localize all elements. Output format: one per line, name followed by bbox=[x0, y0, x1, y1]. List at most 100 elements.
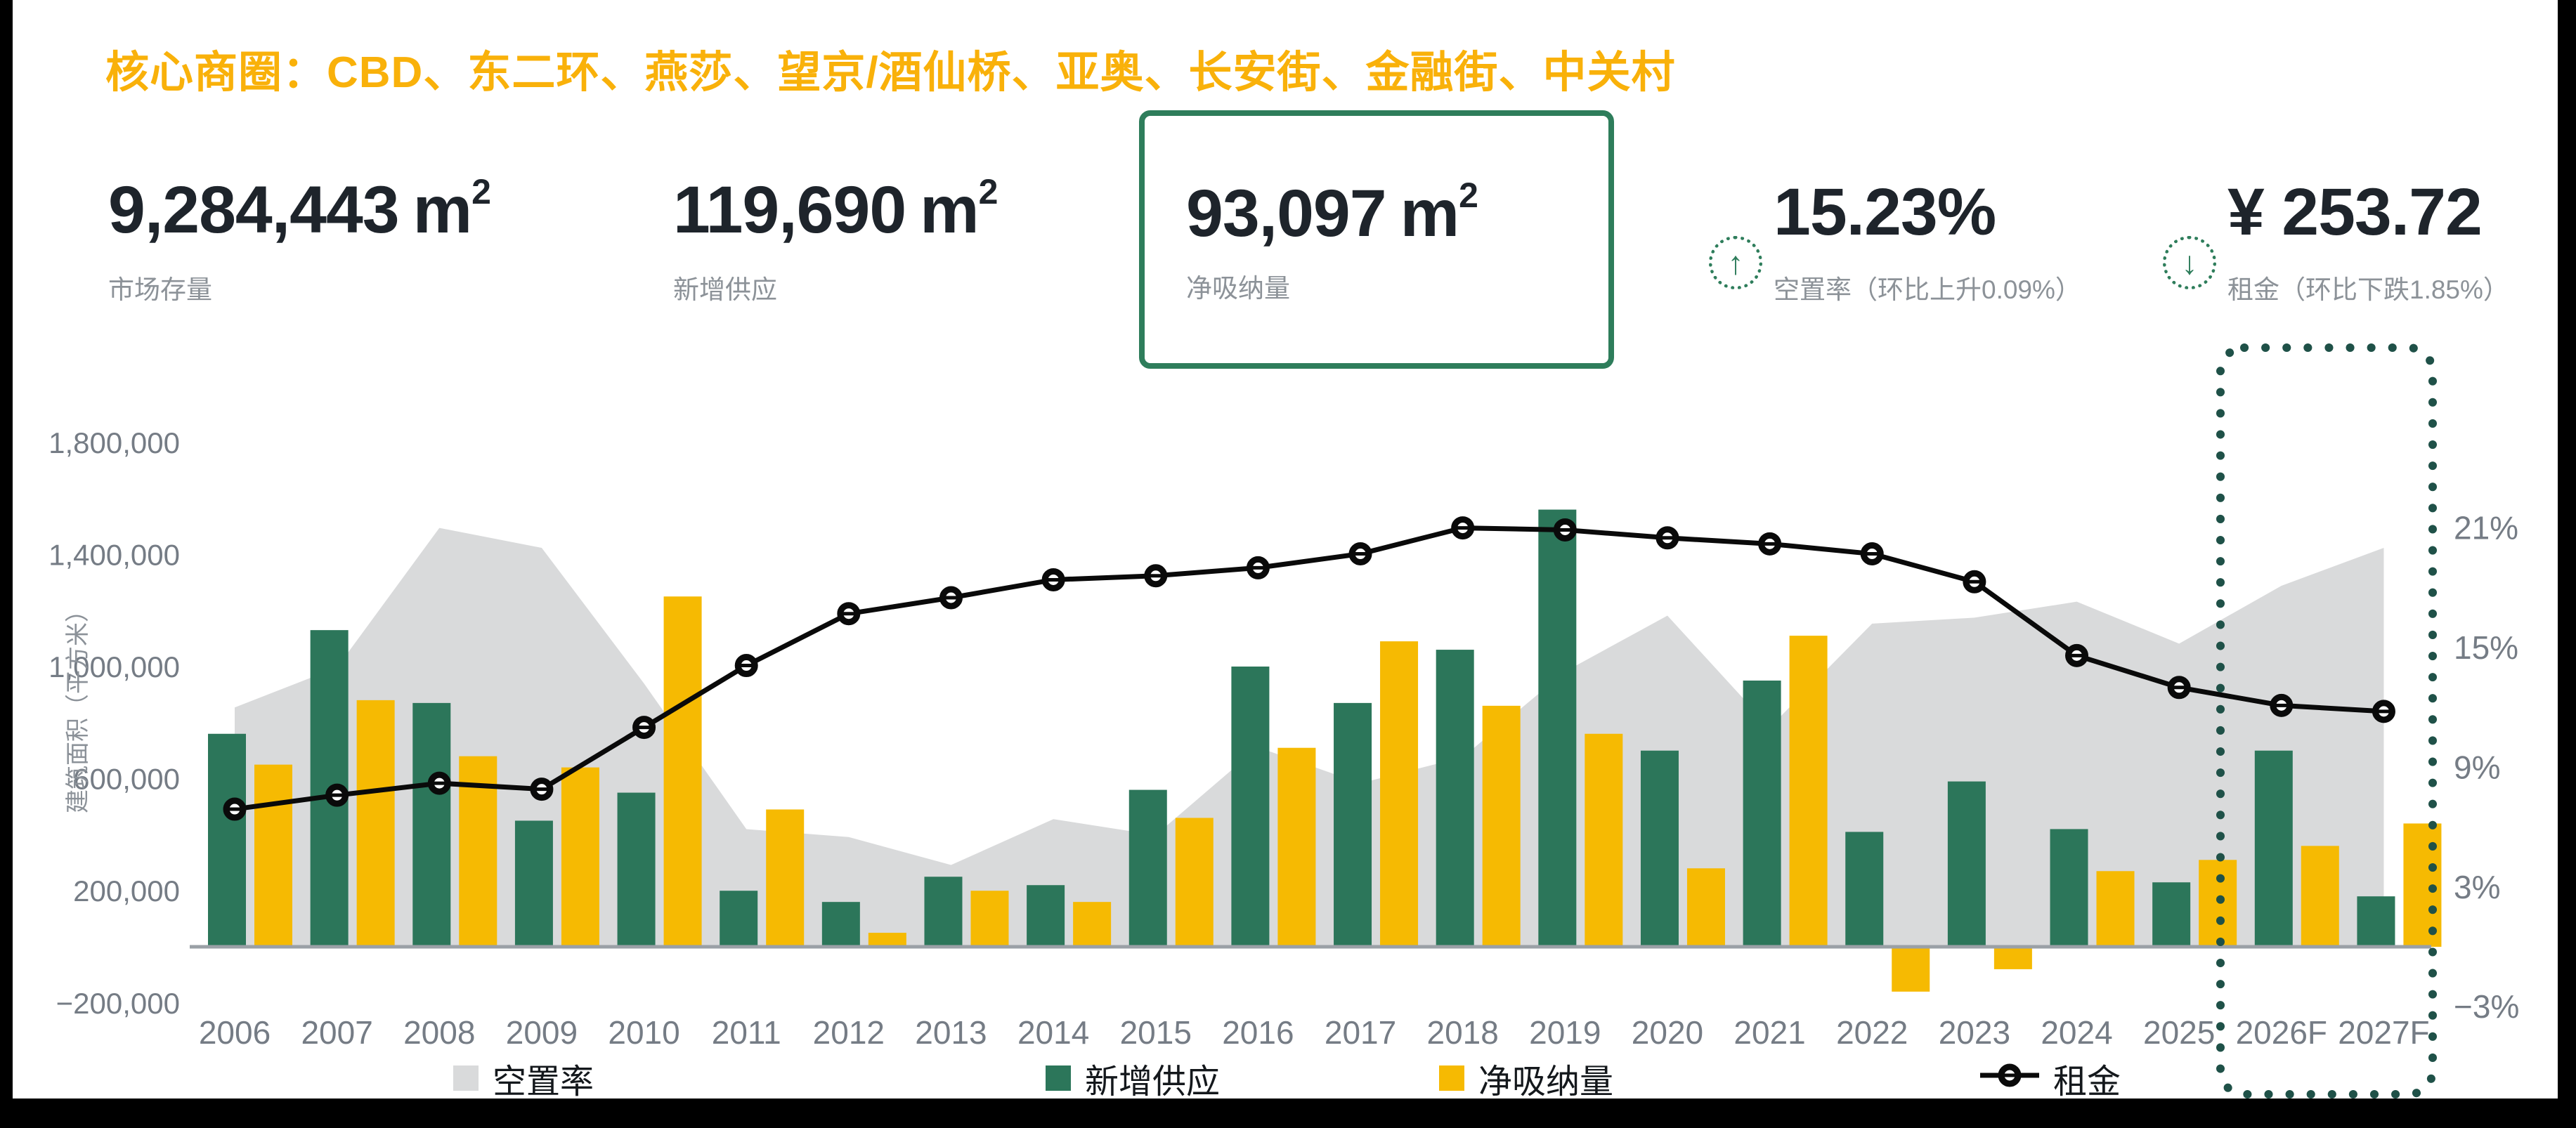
x-axis-label-2019: 2019 bbox=[1529, 1014, 1601, 1051]
bar-new-supply-2026F bbox=[2254, 750, 2293, 947]
x-axis-label-2017: 2017 bbox=[1325, 1014, 1396, 1051]
kpi-net-absorption-value: 93,097 m2 bbox=[1186, 176, 1478, 251]
right-axis-tick: 3% bbox=[2454, 869, 2500, 905]
bar-new-supply-2016 bbox=[1231, 667, 1270, 947]
bar-net-absorption-2006 bbox=[254, 764, 292, 947]
bar-net-absorption-2025 bbox=[2199, 860, 2237, 947]
bar-new-supply-2018 bbox=[1436, 650, 1474, 947]
bar-new-supply-2010 bbox=[617, 792, 656, 947]
bar-new-supply-2022 bbox=[1845, 832, 1884, 947]
left-axis-tick: 1,800,000 bbox=[48, 426, 180, 459]
x-axis-label-2008: 2008 bbox=[403, 1014, 475, 1051]
forecast-dotted-box bbox=[2216, 343, 2437, 1099]
bar-net-absorption-2015 bbox=[1175, 818, 1214, 947]
left-axis-title: 建筑面积（平方米） bbox=[65, 598, 91, 813]
arrow-down-circle-icon: ↓ bbox=[2163, 236, 2216, 289]
bar-net-absorption-2013 bbox=[970, 891, 1009, 947]
x-axis-label-2009: 2009 bbox=[506, 1014, 578, 1051]
bar-net-absorption-2012 bbox=[868, 933, 906, 947]
x-axis-label-2006: 2006 bbox=[199, 1014, 271, 1051]
right-axis-tick: 21% bbox=[2454, 510, 2518, 546]
bar-net-absorption-2021 bbox=[1789, 636, 1828, 947]
kpi-new-supply-value: 119,690 m2 bbox=[673, 172, 998, 247]
x-axis-label-2022: 2022 bbox=[1836, 1014, 1908, 1051]
kpi-rent-value: ¥ 253.72 bbox=[2227, 175, 2483, 249]
legend-item-net-absorption: 净吸纳量 bbox=[1439, 1054, 1613, 1103]
bar-new-supply-2027F bbox=[2357, 896, 2395, 947]
kpi-market-stock-value: 9,284,443 m2 bbox=[108, 172, 491, 247]
x-axis-label-2013: 2013 bbox=[915, 1014, 987, 1051]
kpi-net-absorption-box bbox=[1139, 110, 1614, 369]
x-axis-label-2027F: 2027F bbox=[2338, 1014, 2429, 1051]
bar-new-supply-2015 bbox=[1128, 789, 1167, 947]
bar-new-supply-2008 bbox=[412, 702, 451, 947]
x-axis-label-2007: 2007 bbox=[301, 1014, 372, 1051]
legend-item-rent: 租金 bbox=[1980, 1054, 2121, 1103]
left-axis-tick: −200,000 bbox=[56, 987, 180, 1020]
x-axis-label-2016: 2016 bbox=[1222, 1014, 1294, 1051]
x-axis-label-2018: 2018 bbox=[1427, 1014, 1499, 1051]
bar-net-absorption-2011 bbox=[766, 809, 805, 947]
x-axis-label-2010: 2010 bbox=[608, 1014, 679, 1051]
x-axis-label-2020: 2020 bbox=[1632, 1014, 1703, 1051]
bar-net-absorption-2007 bbox=[356, 700, 395, 947]
x-axis-label-2011: 2011 bbox=[712, 1014, 781, 1051]
bar-net-absorption-2026F bbox=[2301, 846, 2339, 947]
kpi-market-stock-label: 市场存量 bbox=[108, 275, 212, 304]
x-axis-label-2023: 2023 bbox=[1939, 1014, 2010, 1051]
bar-net-absorption-2009 bbox=[561, 767, 599, 947]
right-axis-tick: −3% bbox=[2454, 988, 2519, 1025]
bar-net-absorption-2023 bbox=[1993, 947, 2032, 969]
rent-line bbox=[234, 525, 2384, 812]
x-axis-label-2021: 2021 bbox=[1733, 1014, 1805, 1051]
legend-label: 净吸纳量 bbox=[1478, 1063, 1614, 1101]
left-axis-tick: 600,000 bbox=[73, 763, 180, 796]
left-axis-tick: 1,000,000 bbox=[48, 650, 180, 683]
vacancy-swatch-icon bbox=[453, 1065, 479, 1091]
legend-item-vacancy: 空置率 bbox=[453, 1054, 594, 1103]
rent-line-marker-icon bbox=[1980, 1059, 2039, 1098]
new-supply-swatch-icon bbox=[1046, 1065, 1071, 1091]
x-axis-label-2015: 2015 bbox=[1120, 1014, 1192, 1051]
bar-new-supply-2023 bbox=[1947, 781, 1986, 947]
kpi-vacancy-value: 15.23% bbox=[1774, 175, 1996, 249]
bar-net-absorption-2010 bbox=[663, 596, 702, 947]
bar-new-supply-2025 bbox=[2152, 882, 2191, 947]
right-axis-tick: 9% bbox=[2454, 749, 2500, 785]
net-absorption-swatch-icon bbox=[1439, 1065, 1464, 1091]
bar-new-supply-2009 bbox=[514, 820, 553, 947]
bar-net-absorption-2018 bbox=[1482, 705, 1521, 947]
bar-new-supply-2013 bbox=[924, 877, 963, 947]
bar-new-supply-2012 bbox=[821, 902, 860, 947]
bar-net-absorption-2020 bbox=[1686, 868, 1725, 947]
bar-net-absorption-2022 bbox=[1892, 947, 1930, 992]
bar-new-supply-2024 bbox=[2050, 829, 2088, 947]
bar-new-supply-2021 bbox=[1743, 680, 1781, 947]
bar-net-absorption-2014 bbox=[1073, 902, 1112, 947]
x-axis-label-2026F: 2026F bbox=[2236, 1014, 2327, 1051]
bar-new-supply-2020 bbox=[1640, 750, 1679, 947]
bar-new-supply-2011 bbox=[720, 891, 758, 947]
left-axis-tick: 200,000 bbox=[73, 874, 180, 907]
bar-net-absorption-2017 bbox=[1380, 641, 1419, 947]
legend-label: 租金 bbox=[2053, 1063, 2121, 1101]
x-axis-label-2014: 2014 bbox=[1017, 1014, 1089, 1051]
legend-item-new-supply: 新增供应 bbox=[1046, 1054, 1220, 1103]
bar-net-absorption-2016 bbox=[1277, 747, 1316, 947]
x-axis-label-2024: 2024 bbox=[2041, 1014, 2112, 1051]
left-axis-tick: 1,400,000 bbox=[48, 538, 180, 571]
arrow-up-circle-icon: ↑ bbox=[1709, 236, 1762, 289]
x-axis-label-2025: 2025 bbox=[2143, 1014, 2215, 1051]
kpi-rent-label: 租金（环比下跌1.85%） bbox=[2227, 275, 2509, 304]
bar-new-supply-2019 bbox=[1538, 509, 1577, 947]
bar-net-absorption-2024 bbox=[2096, 871, 2135, 947]
kpi-vacancy-label: 空置率（环比上升0.09%） bbox=[1774, 275, 2081, 304]
bar-net-absorption-2019 bbox=[1585, 733, 1623, 947]
x-axis-label-2012: 2012 bbox=[813, 1014, 885, 1051]
kpi-new-supply-label: 新增供应 bbox=[673, 275, 777, 304]
legend-label: 空置率 bbox=[493, 1063, 594, 1101]
kpi-net-absorption-label: 净吸纳量 bbox=[1186, 274, 1290, 303]
bar-new-supply-2017 bbox=[1334, 702, 1372, 947]
